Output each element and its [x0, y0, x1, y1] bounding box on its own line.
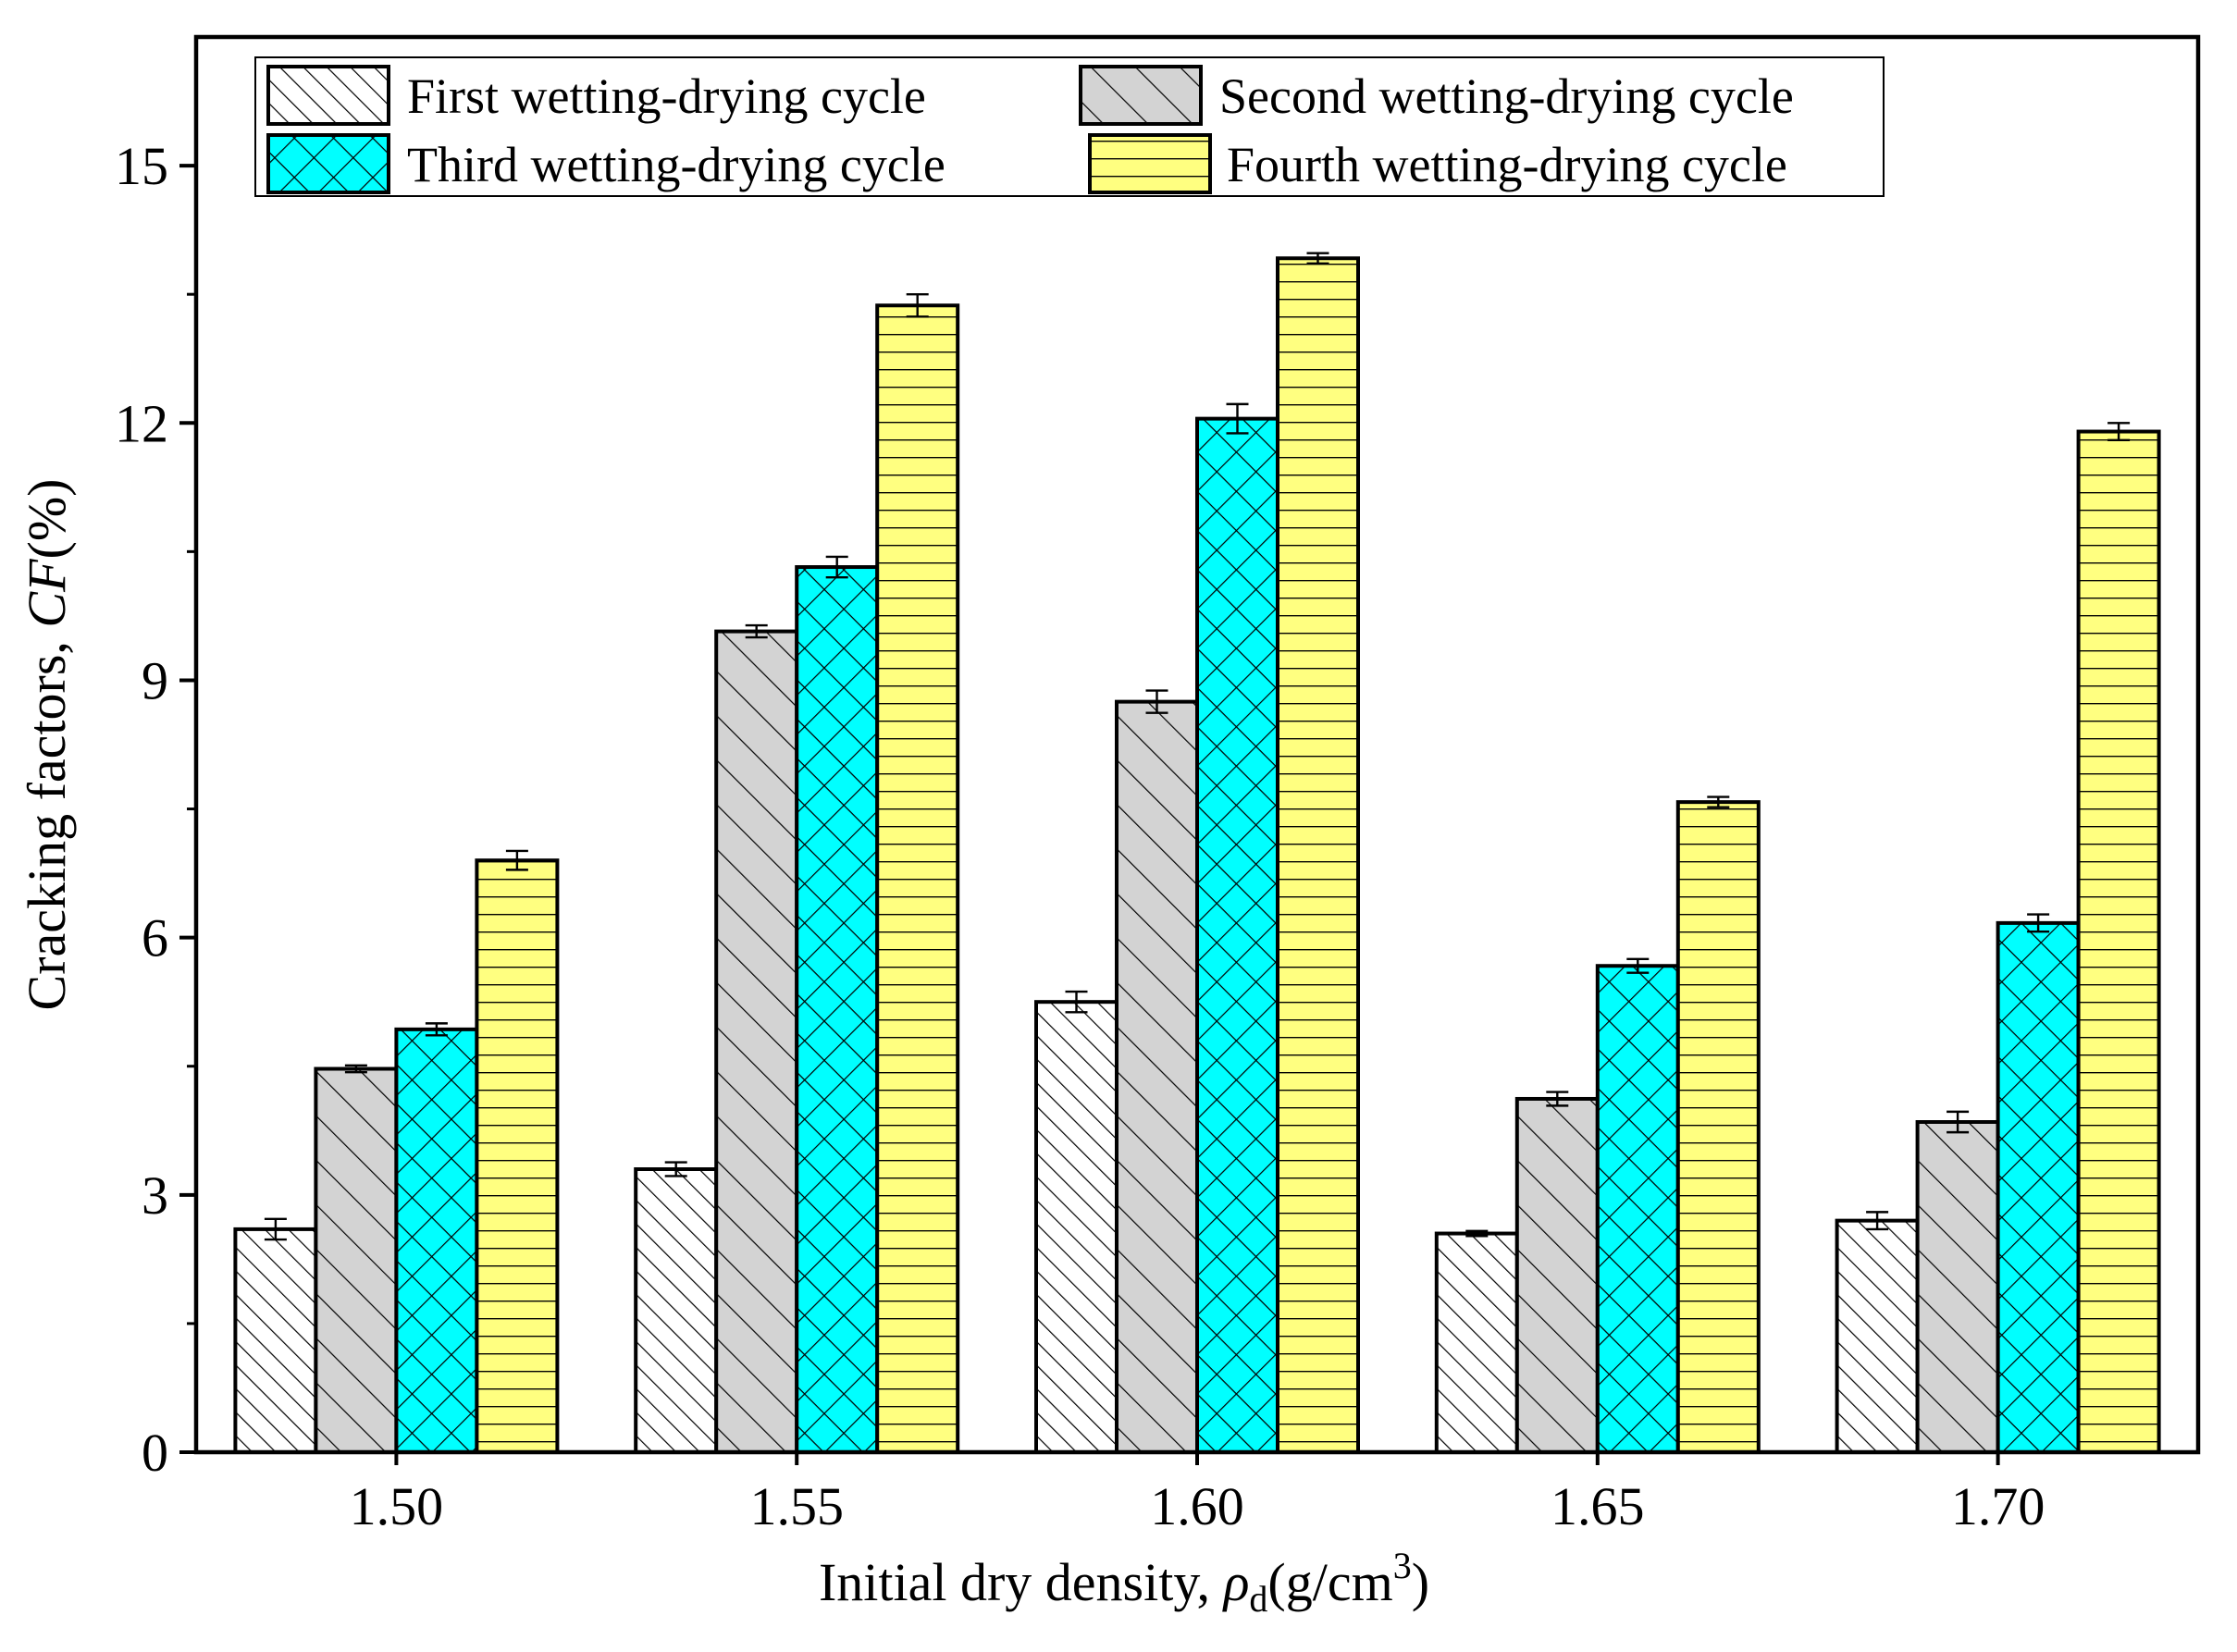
bar-first-1.60 — [1034, 1000, 1118, 1454]
y-axis-label-unit: (%) — [17, 479, 77, 560]
x-tick-label: 1.60 — [1150, 1476, 1244, 1536]
y-axis-label-text: Cracking factors, — [17, 628, 77, 1011]
legend-label-second: Second wetting-drying cycle — [1219, 68, 1794, 124]
y-tick-label: 6 — [142, 908, 168, 968]
error-bar-fourth-1.70 — [2107, 422, 2131, 442]
bar-third-1.55 — [795, 565, 880, 1454]
bar-first-1.50 — [233, 1227, 318, 1454]
bar-fourth-1.65 — [1675, 800, 1761, 1454]
x-axis-label-unit: (g/cm — [1267, 1552, 1392, 1612]
legend-swatch-third — [266, 133, 390, 194]
bar-first-1.55 — [634, 1167, 719, 1454]
x-tick-label: 1.70 — [1951, 1476, 2045, 1536]
y-tick-label: 12 — [115, 393, 168, 453]
bar-second-1.50 — [314, 1066, 399, 1454]
error-bar-first-1.60 — [1065, 990, 1088, 1014]
error-bar-fourth-1.65 — [1707, 795, 1730, 808]
error-bar-second-1.55 — [745, 623, 768, 639]
error-bar-third-1.55 — [825, 555, 848, 579]
error-bar-fourth-1.55 — [906, 292, 929, 318]
bar-third-1.60 — [1195, 416, 1279, 1454]
x-tick-label: 1.55 — [749, 1476, 844, 1536]
error-bar-first-1.50 — [264, 1217, 287, 1241]
error-bar-second-1.50 — [344, 1064, 367, 1074]
bar-third-1.65 — [1595, 964, 1680, 1454]
bar-fourth-1.60 — [1276, 256, 1360, 1455]
y-axis: 0 3 6 9 12 15 — [115, 136, 196, 1483]
bar-second-1.70 — [1915, 1120, 2000, 1454]
bar-fourth-1.70 — [2076, 429, 2161, 1455]
error-bar-third-1.60 — [1226, 402, 1249, 435]
bar-third-1.70 — [1996, 920, 2081, 1454]
error-bar-first-1.65 — [1465, 1229, 1489, 1238]
bar-fourth-1.55 — [875, 303, 960, 1455]
bar-second-1.55 — [714, 629, 799, 1454]
y-tick-label: 15 — [115, 136, 168, 196]
legend-label-first: First wetting-drying cycle — [407, 68, 926, 124]
y-axis-label: Cracking factors, CF(%) — [17, 479, 77, 1011]
x-axis-label-unit-close: ) — [1412, 1552, 1429, 1612]
bars-layer — [233, 256, 2161, 1455]
error-bar-first-1.55 — [664, 1161, 687, 1177]
error-bar-fourth-1.50 — [505, 849, 528, 871]
y-axis-label-symbol: CF — [17, 559, 77, 628]
error-bar-second-1.65 — [1546, 1091, 1569, 1107]
x-axis-label-subscript: d — [1249, 1578, 1267, 1620]
error-bar-first-1.70 — [1866, 1211, 1889, 1231]
x-axis: 1.50 1.55 1.60 1.65 1.70 — [350, 1452, 2045, 1536]
legend-label-fourth: Fourth wetting-drying cycle — [1227, 137, 1787, 192]
x-axis-label-text: Initial dry density, — [819, 1552, 1224, 1612]
x-axis-label-symbol: ρ — [1222, 1552, 1250, 1612]
x-tick-label: 1.50 — [350, 1476, 444, 1536]
error-bar-second-1.60 — [1145, 689, 1168, 714]
legend-swatch-second — [1079, 65, 1203, 126]
error-bar-third-1.65 — [1626, 957, 1650, 974]
y-tick-label: 0 — [142, 1423, 168, 1483]
bar-first-1.70 — [1835, 1218, 1920, 1454]
legend-swatch-first — [266, 65, 390, 126]
legend-frame — [254, 56, 1885, 197]
x-axis-label: Initial dry density, ρd(g/cm3) — [819, 1545, 1429, 1620]
error-bar-third-1.70 — [2027, 913, 2050, 933]
bar-first-1.65 — [1434, 1231, 1519, 1454]
bar-fourth-1.50 — [475, 858, 560, 1454]
legend-label-third: Third wetting-drying cycle — [407, 137, 945, 192]
error-bar-second-1.70 — [1947, 1110, 1970, 1134]
error-bars-layer — [264, 252, 2131, 1241]
bar-third-1.50 — [394, 1027, 479, 1454]
y-tick-label: 9 — [142, 650, 168, 710]
y-tick-label: 3 — [142, 1165, 168, 1226]
legend: First wetting-drying cycle Second wettin… — [254, 56, 1885, 197]
x-tick-label: 1.65 — [1551, 1476, 1645, 1536]
x-axis-label-unit-sup: 3 — [1393, 1545, 1412, 1586]
bar-second-1.60 — [1115, 699, 1199, 1454]
legend-swatch-fourth — [1088, 133, 1212, 194]
error-bar-third-1.50 — [425, 1022, 448, 1037]
bar-second-1.65 — [1514, 1096, 1600, 1454]
error-bar-fourth-1.60 — [1306, 252, 1329, 265]
